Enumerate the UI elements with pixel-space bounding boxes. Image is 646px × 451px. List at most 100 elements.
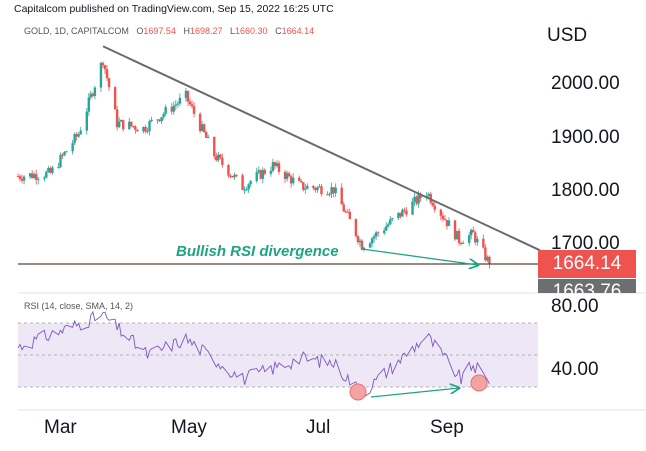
candle-body (360, 240, 364, 250)
candle-body (99, 62, 103, 88)
candle-body (346, 211, 349, 213)
candle-body (45, 171, 48, 178)
candle-body (144, 126, 147, 132)
candle-body (447, 220, 451, 227)
candle-body (243, 189, 246, 191)
candle-body (326, 194, 329, 196)
candle-body (43, 177, 46, 179)
candle-body (358, 240, 362, 243)
candle-body (170, 107, 173, 112)
candle-body (467, 235, 471, 243)
candle-body (136, 129, 139, 132)
candle-body (247, 184, 250, 190)
candle-body (186, 90, 190, 102)
candle-body (115, 109, 119, 128)
candle-body (275, 163, 279, 167)
candle-body (474, 232, 477, 243)
candle-body (162, 113, 165, 118)
x-tick-mar: Mar (44, 417, 77, 438)
candle-body (289, 176, 293, 184)
candle-body (306, 185, 309, 189)
candle-body (192, 106, 196, 114)
rsi-low-circle (470, 374, 488, 392)
candle-body (273, 162, 277, 167)
candle-body (419, 194, 422, 199)
candle-body (61, 154, 64, 156)
candle-body (482, 238, 485, 248)
candle-body (277, 163, 281, 172)
candle-body (486, 256, 489, 261)
candle-body (172, 105, 175, 112)
candle-body (103, 65, 107, 70)
candle-body (354, 219, 358, 237)
candle-body (28, 173, 32, 177)
candle-body (231, 175, 234, 178)
candle-body (470, 229, 473, 236)
candle-body (330, 187, 333, 194)
candle-body (87, 97, 91, 112)
candle-body (344, 211, 347, 213)
price-tick: 1700.00 (551, 233, 620, 254)
candle-body (130, 121, 133, 127)
candle-body (213, 137, 216, 157)
candle-body (445, 220, 449, 227)
price-tick: 1900.00 (551, 127, 620, 148)
candle-body (37, 178, 40, 180)
candle-body (368, 243, 372, 248)
candle-body (217, 154, 220, 161)
candle-body (150, 119, 153, 122)
candle-body (51, 167, 54, 173)
candle-body (142, 126, 145, 132)
candle-body (73, 134, 76, 144)
candle-body (16, 176, 20, 178)
rsi-tick: 80.00 (551, 296, 599, 317)
candle-body (227, 164, 230, 176)
candle-body (178, 97, 182, 104)
candle-body (484, 247, 487, 261)
candle-body (128, 121, 131, 130)
symbol-label: GOLD, 1D, CAPITALCOM (24, 26, 129, 36)
candle-body (300, 180, 303, 183)
candle-body (263, 169, 267, 174)
candle-body (160, 117, 163, 122)
candle-body (91, 93, 95, 96)
candle-body (348, 211, 352, 220)
candle-body (316, 187, 319, 191)
currency-label: USD (547, 25, 588, 46)
candle-body (134, 126, 137, 130)
candle-body (399, 212, 402, 217)
candle-body (122, 120, 125, 130)
candle-body (453, 220, 457, 240)
candle-body (403, 209, 406, 211)
candle-body (461, 242, 465, 244)
candle-body (291, 177, 295, 184)
candle-body (148, 121, 151, 132)
candle-body (443, 218, 447, 221)
candle-body (441, 215, 445, 219)
divergence-annotation: Bullish RSI divergence (176, 243, 339, 260)
candle-body (397, 212, 400, 219)
candle-body (342, 204, 345, 212)
candle-body (198, 113, 202, 131)
candle-body (75, 134, 78, 137)
candle-body (457, 230, 461, 243)
candle-body (389, 219, 392, 225)
candle-body (235, 174, 238, 176)
candle-body (156, 119, 159, 121)
price-tick: 2000.00 (551, 73, 620, 94)
close-key: C (275, 26, 282, 36)
candle-body (271, 162, 275, 171)
candle-body (229, 175, 232, 177)
candle-body (119, 120, 123, 122)
candle-body (459, 242, 463, 244)
previous-price-tag: 1663.76 (538, 279, 636, 293)
candle-body (255, 172, 258, 182)
x-tick-sep: Sep (430, 417, 464, 438)
close-value: 1664.14 (281, 26, 315, 36)
candle-body (370, 238, 374, 244)
candle-body (35, 174, 38, 180)
x-tick-may: May (171, 417, 207, 438)
candle-body (334, 187, 337, 194)
candle-body (79, 130, 82, 135)
